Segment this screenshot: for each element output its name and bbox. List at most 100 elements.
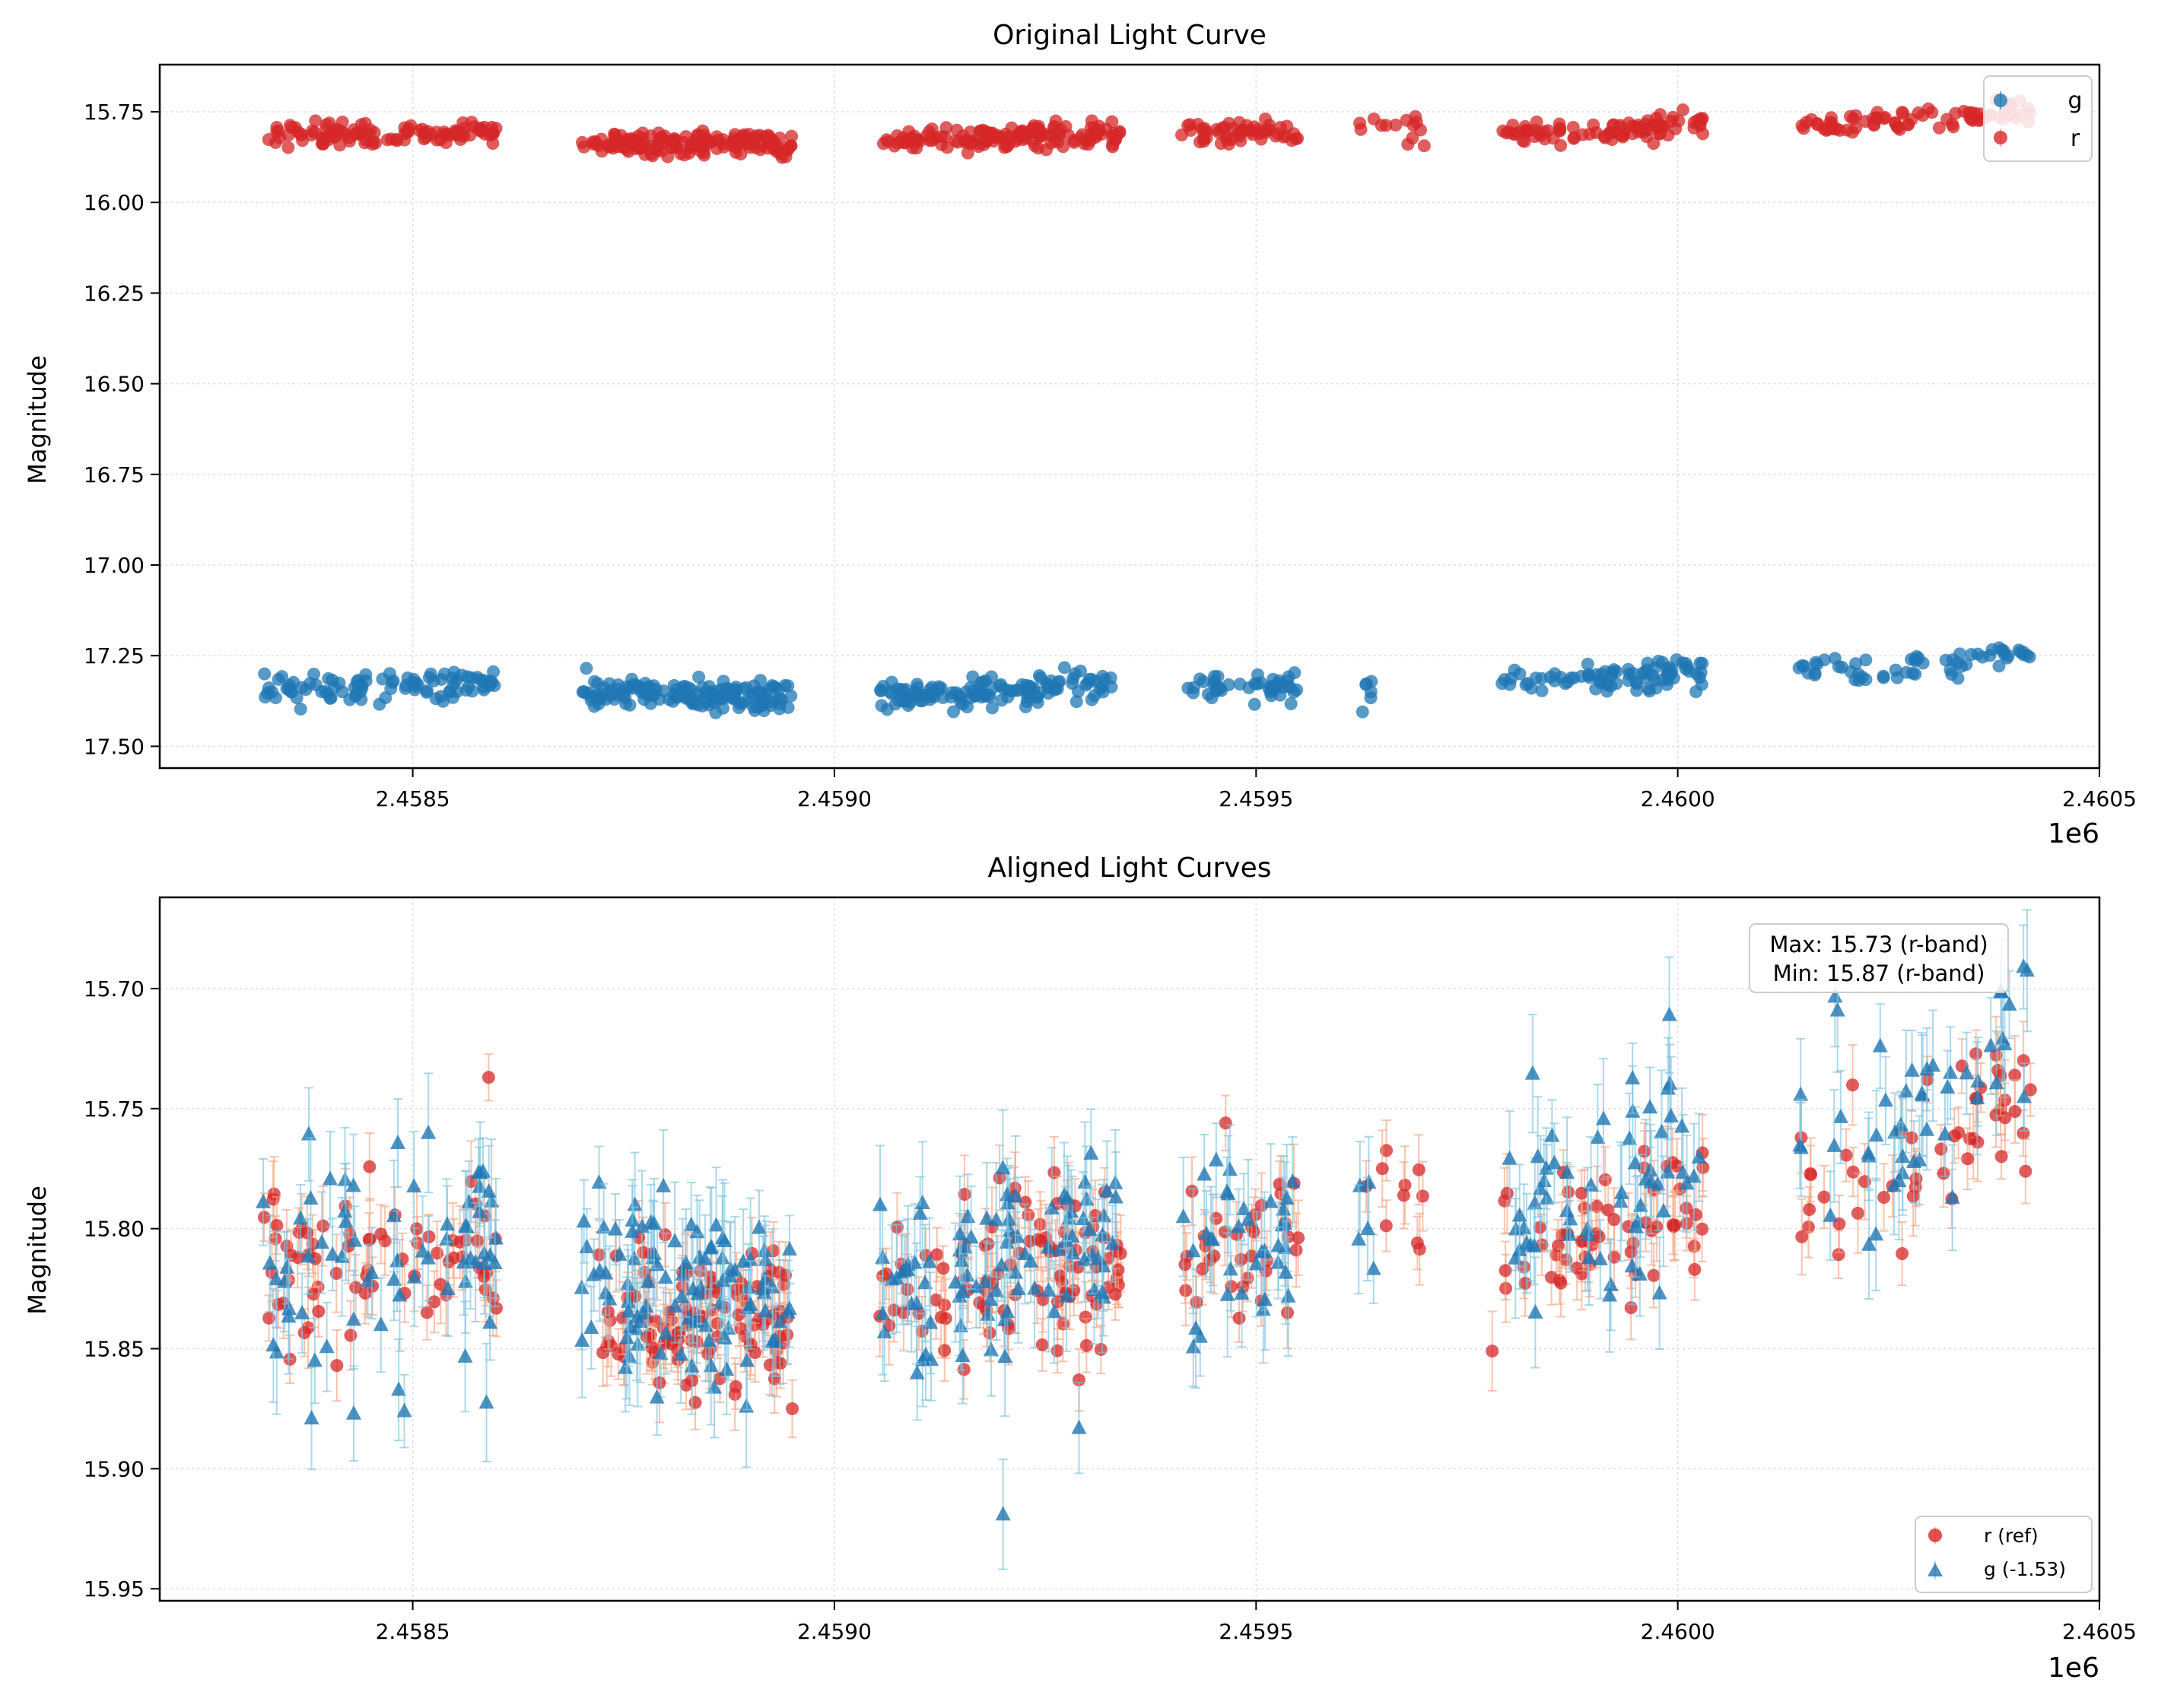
legend-marker-r-ref xyxy=(1928,1529,1942,1542)
data-point xyxy=(773,697,787,711)
data-point xyxy=(644,148,658,161)
data-point xyxy=(273,131,287,144)
data-point xyxy=(1846,112,1860,125)
data-point xyxy=(1932,121,1946,135)
data-point xyxy=(656,684,670,698)
data-point xyxy=(1910,649,1924,663)
data-point xyxy=(1947,120,1960,134)
data-point xyxy=(1410,1237,1424,1250)
data-point xyxy=(1083,1144,1099,1160)
data-points xyxy=(258,93,2037,719)
data-point xyxy=(1191,118,1205,132)
data-point xyxy=(335,685,349,699)
data-point xyxy=(1969,1090,1985,1105)
data-point xyxy=(1398,1178,1412,1192)
data-point xyxy=(1587,118,1600,132)
data-point xyxy=(1219,1183,1235,1198)
data-point xyxy=(348,690,362,703)
data-point xyxy=(1690,114,1704,128)
data-point xyxy=(1273,121,1287,135)
data-point xyxy=(1651,654,1665,668)
data-point xyxy=(1877,112,1891,125)
data-point xyxy=(1937,1125,1953,1141)
data-point xyxy=(1257,1291,1273,1306)
data-point xyxy=(591,677,605,691)
legend: g r xyxy=(1983,75,2093,162)
data-point xyxy=(722,1268,738,1283)
data-point xyxy=(698,1250,714,1265)
data-point xyxy=(762,682,776,696)
data-point xyxy=(373,1316,389,1332)
data-point xyxy=(786,1402,799,1415)
data-point xyxy=(1214,137,1228,151)
data-point xyxy=(923,1314,939,1329)
data-point xyxy=(1661,129,1675,142)
data-point xyxy=(1663,1107,1679,1122)
data-point xyxy=(1035,1338,1049,1351)
data-point xyxy=(1554,1276,1568,1290)
data-point xyxy=(1581,1249,1597,1265)
annotation-box xyxy=(1749,923,2009,993)
data-point xyxy=(1270,1237,1286,1252)
legend-entry-g: g xyxy=(1994,87,2083,114)
data-point xyxy=(1079,1338,1093,1352)
data-point xyxy=(580,662,593,675)
data-point xyxy=(1957,104,1971,118)
data-point xyxy=(750,129,764,143)
data-point xyxy=(1940,1078,1956,1094)
data-point xyxy=(1203,1230,1219,1246)
data-point xyxy=(955,697,969,711)
data-point xyxy=(1845,1078,1859,1092)
data-point xyxy=(1997,1036,2013,1051)
data-point xyxy=(1351,1230,1367,1246)
data-point xyxy=(1801,666,1815,680)
data-point xyxy=(1961,1152,1975,1166)
data-point xyxy=(349,1281,363,1294)
data-point xyxy=(1188,1320,1204,1335)
data-point xyxy=(665,1337,679,1351)
data-point xyxy=(1051,1241,1067,1256)
data-point xyxy=(1530,1148,1546,1164)
data-point xyxy=(1185,1338,1201,1354)
data-point xyxy=(2008,1105,2022,1119)
data-point xyxy=(1592,1250,1608,1265)
data-point xyxy=(313,1234,329,1249)
data-point xyxy=(345,1177,361,1192)
data-point xyxy=(785,129,799,143)
data-point xyxy=(1829,1002,1845,1017)
data-point xyxy=(755,1280,771,1295)
data-point xyxy=(1263,1193,1279,1208)
legend-marker-g-shifted xyxy=(1928,1563,1943,1576)
data-point xyxy=(583,1319,599,1335)
annotation-max: Max: 15.73 (r-band) xyxy=(1769,932,1988,957)
data-point xyxy=(875,1305,891,1320)
data-point xyxy=(309,114,323,128)
data-point xyxy=(392,1287,408,1302)
legend-entry-g-shifted: g (-1.53) xyxy=(1928,1558,2066,1580)
data-point xyxy=(909,1364,925,1379)
data-point xyxy=(446,691,459,704)
data-point xyxy=(717,133,730,147)
x-tick-label: 2.4585 xyxy=(376,786,450,811)
data-point xyxy=(1031,1233,1045,1246)
data-point xyxy=(2017,645,2030,659)
data-point xyxy=(708,696,722,710)
series-r xyxy=(262,93,2037,164)
data-point xyxy=(337,1203,353,1218)
data-point xyxy=(316,1219,330,1233)
data-point xyxy=(1060,1189,1076,1205)
data-point xyxy=(1397,1189,1410,1202)
data-point xyxy=(2008,1068,2022,1082)
data-point xyxy=(947,705,961,719)
data-point xyxy=(1263,118,1276,132)
data-point xyxy=(1104,671,1117,684)
data-point xyxy=(439,135,453,149)
series-g xyxy=(258,641,2036,719)
data-point xyxy=(481,1071,495,1084)
data-point xyxy=(993,1257,1009,1272)
data-point xyxy=(354,125,367,138)
data-point xyxy=(386,1271,402,1286)
data-point xyxy=(1680,660,1694,674)
data-point xyxy=(1861,1144,1877,1160)
data-point xyxy=(756,1242,772,1257)
